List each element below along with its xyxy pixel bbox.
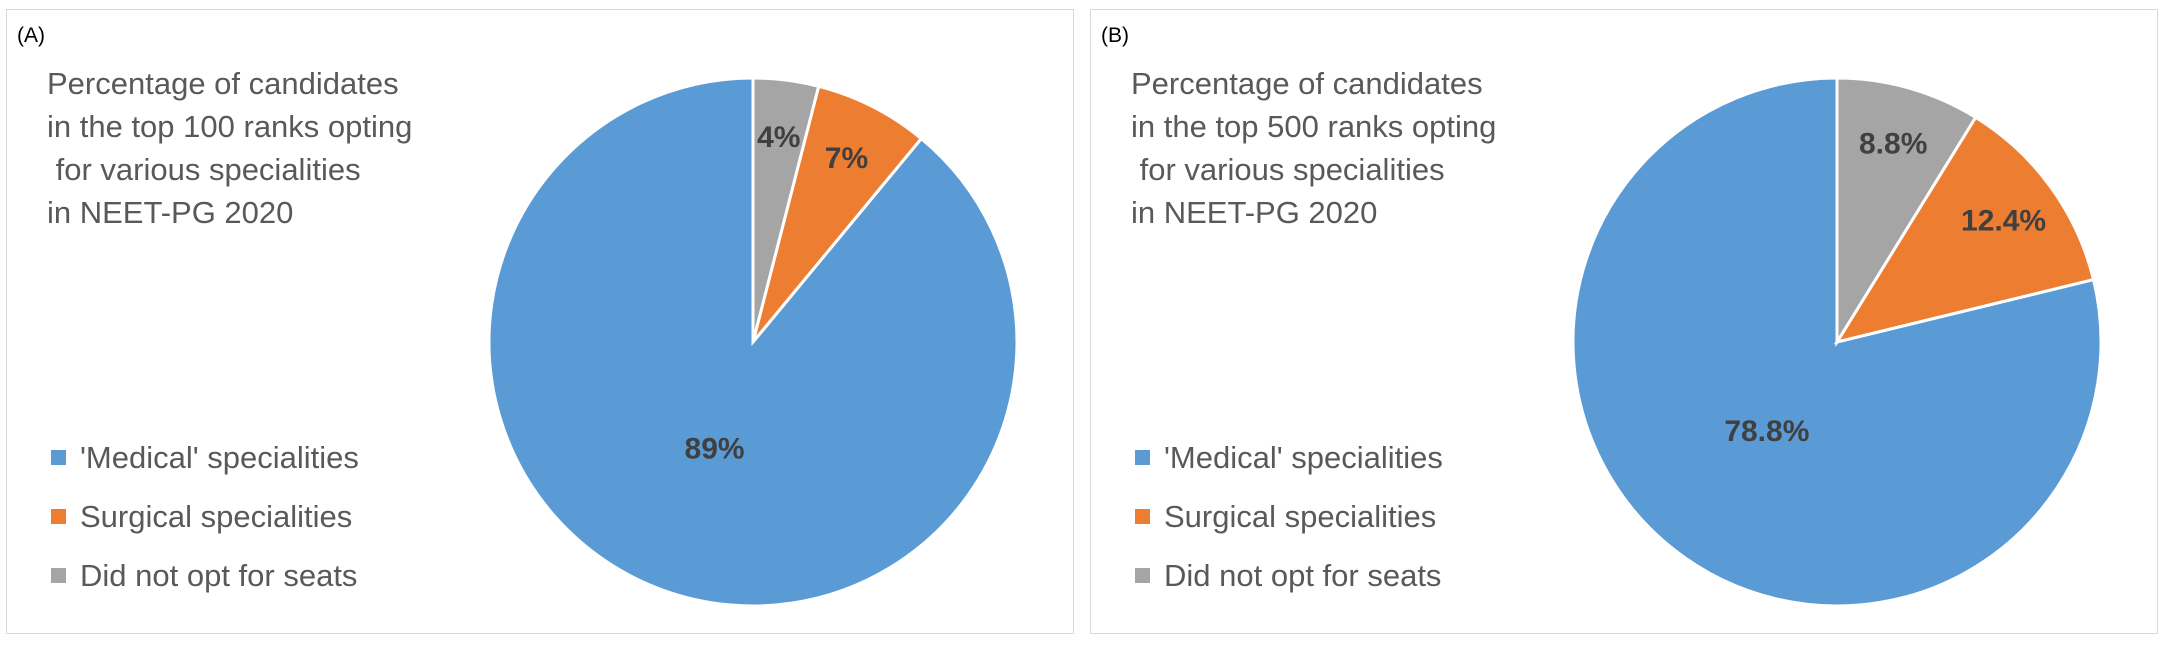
legend-item-surgical: Surgical specialities	[51, 487, 359, 546]
legend: 'Medical' specialities Surgical speciali…	[1135, 428, 1443, 605]
legend-swatch	[1135, 568, 1150, 583]
pie-chart: 78.8% 12.4% 8.8%	[1571, 76, 2103, 608]
legend-label: Did not opt for seats	[1164, 557, 1442, 593]
legend-swatch	[51, 568, 66, 583]
pie-slice-surgical	[751, 84, 924, 343]
pie-slice-surgical	[1833, 115, 2096, 345]
legend-item-medical: 'Medical' specialities	[51, 428, 359, 487]
legend-swatch	[51, 450, 66, 465]
legend-label: 'Medical' specialities	[80, 439, 359, 475]
data-label-surgical: 12.4%	[1961, 204, 2046, 237]
legend-swatch	[51, 509, 66, 524]
chart-panel-b: (B) Percentage of candidates in the top …	[1090, 9, 2158, 634]
legend-item-medical: 'Medical' specialities	[1135, 428, 1443, 487]
pie-chart: 89% 7% 4%	[487, 76, 1019, 608]
legend-label: Did not opt for seats	[80, 557, 358, 593]
chart-panel-a: (A) Percentage of candidates in the top …	[6, 9, 1074, 634]
pie-slice-not-opted	[1835, 76, 1978, 348]
pie-slice-not-opted	[751, 76, 821, 343]
legend-item-not-opted: Did not opt for seats	[51, 546, 359, 605]
data-label-medical: 78.8%	[1724, 415, 1809, 448]
legend: 'Medical' specialities Surgical speciali…	[51, 428, 359, 605]
legend-swatch	[1135, 450, 1150, 465]
data-label-not-opted: 8.8%	[1859, 127, 1927, 160]
data-label-not-opted: 4%	[757, 121, 800, 154]
legend-label: Surgical specialities	[1164, 498, 1437, 534]
chart-title: Percentage of candidates in the top 100 …	[47, 66, 413, 230]
panel-tag: (B)	[1101, 24, 1129, 47]
legend-label: Surgical specialities	[80, 498, 353, 534]
data-label-medical: 89%	[685, 432, 745, 465]
legend-item-surgical: Surgical specialities	[1135, 487, 1443, 546]
legend-item-not-opted: Did not opt for seats	[1135, 546, 1443, 605]
legend-swatch	[1135, 509, 1150, 524]
panel-tag: (A)	[17, 24, 45, 47]
chart-title: Percentage of candidates in the top 500 …	[1131, 66, 1497, 230]
legend-label: 'Medical' specialities	[1164, 439, 1443, 475]
data-label-surgical: 7%	[825, 142, 868, 175]
